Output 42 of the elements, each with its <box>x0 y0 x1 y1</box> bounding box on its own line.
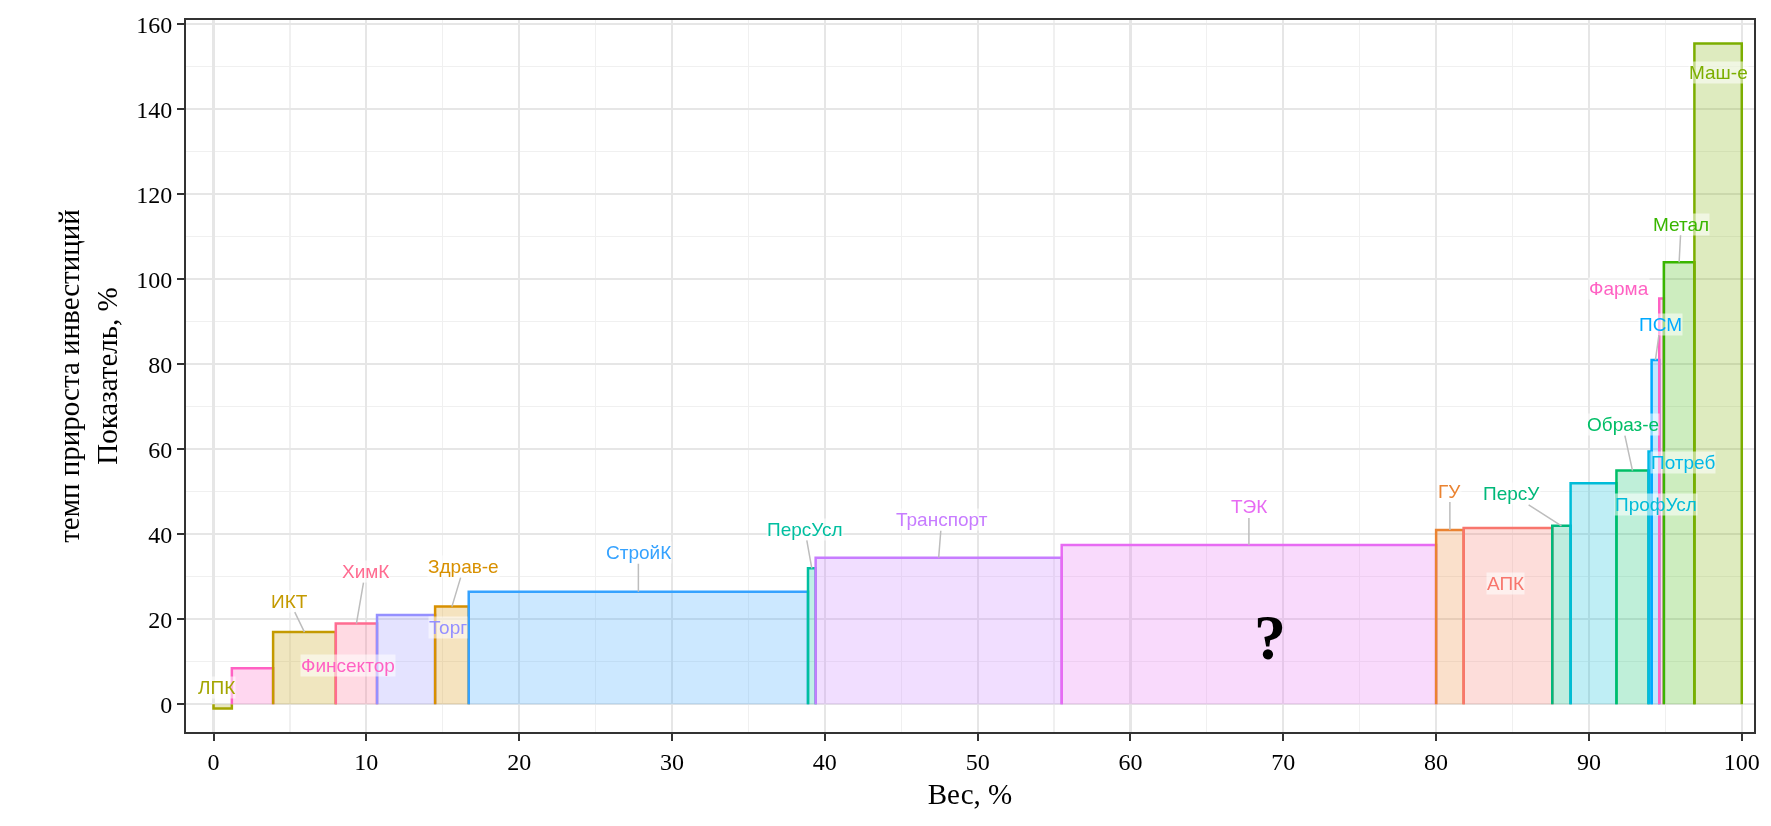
x-tick-label: 10 <box>354 748 379 775</box>
x-tick-label: 50 <box>965 748 990 775</box>
series-label: Транспорт <box>896 509 988 530</box>
series-label: ПерсУ <box>1483 483 1541 504</box>
text: ХимК <box>342 561 390 582</box>
y-tick-label: 0 <box>160 691 173 718</box>
series-label: СтройК <box>606 542 672 563</box>
y-tick-label: 40 <box>148 521 173 548</box>
x-tick-label: 40 <box>812 748 837 775</box>
series-label: Маш-е <box>1689 62 1748 83</box>
y-tick-label: 160 <box>136 11 173 38</box>
y-tick-label: 60 <box>148 436 173 463</box>
series-label: ТЭК <box>1231 496 1268 517</box>
series-label: АПК <box>1487 573 1525 594</box>
x-axis-title: Вес, % <box>927 778 1013 811</box>
y-tick-label: 140 <box>136 96 173 123</box>
y-axis-title: темп прироста инвестиций Показатель, % <box>53 209 124 543</box>
series-label: Метал <box>1653 214 1710 235</box>
y-tick-label: 120 <box>136 181 173 208</box>
series-label: ПрофУсл <box>1615 494 1697 515</box>
x-tick-label: 30 <box>659 748 684 775</box>
y-tick-label: 20 <box>148 606 173 633</box>
series-label: Образ-е <box>1587 414 1660 435</box>
series-label: Финсектор <box>301 655 395 676</box>
series-label: Потреб <box>1651 452 1716 473</box>
series-label: ИКТ <box>271 591 308 612</box>
x-tick-label: 90 <box>1576 748 1601 775</box>
annotation: ? <box>1254 602 1286 673</box>
x-tick-label: 80 <box>1424 748 1449 775</box>
y-tick-label: 100 <box>136 266 173 293</box>
series-label: Фарма <box>1589 278 1649 299</box>
series-label: ГУ <box>1438 481 1462 502</box>
x-tick-label: 20 <box>507 748 532 775</box>
x-tick-label: 100 <box>1723 748 1760 775</box>
x-tick-label: 60 <box>1118 748 1143 775</box>
x-tick-label: 0 <box>207 748 220 775</box>
series-label: ЛПК <box>198 677 236 698</box>
y-tick-label: 80 <box>148 351 173 378</box>
series-label: Здрав-е <box>428 556 499 577</box>
text: ПерсУсл <box>767 519 843 540</box>
x-tick-label: 70 <box>1271 748 1296 775</box>
series-label: ПСМ <box>1639 314 1682 335</box>
